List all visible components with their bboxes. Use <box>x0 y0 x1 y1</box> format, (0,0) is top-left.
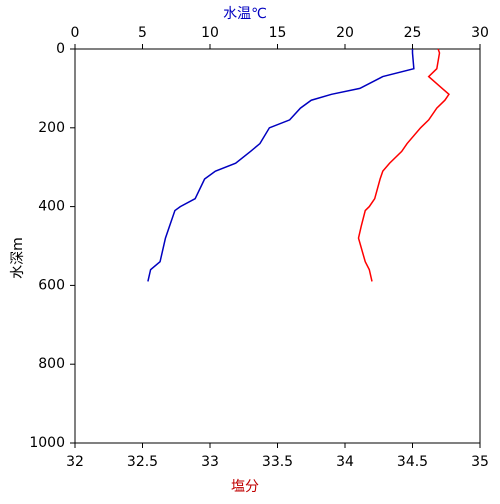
x-tick-label: 34.5 <box>397 454 428 470</box>
x-tick-label: 33 <box>201 454 219 470</box>
y-tick-label: 600 <box>38 277 65 293</box>
plot-frame <box>74 48 481 444</box>
y-tick-label: 400 <box>38 199 65 215</box>
top-axis-title: 水温℃ <box>223 6 267 22</box>
y-tick-label: 1000 <box>29 435 65 451</box>
y-tick-label: 0 <box>56 41 65 57</box>
y-axis-title: 水深m <box>10 237 26 279</box>
x2-tick-label: 25 <box>404 25 422 41</box>
x2-tick-label: 5 <box>138 25 147 41</box>
x2-tick-label: 0 <box>71 25 80 41</box>
x-tick-label: 34 <box>336 454 354 470</box>
bottom-axis-title: 塩分 <box>231 479 259 495</box>
x2-tick-label: 10 <box>201 25 219 41</box>
x2-tick-label: 15 <box>269 25 287 41</box>
profile-line <box>147 49 415 282</box>
x-tick-label: 32 <box>66 454 84 470</box>
x2-tick-label: 30 <box>471 25 489 41</box>
x-tick-label: 35 <box>471 454 489 470</box>
y-tick-label: 800 <box>38 356 65 372</box>
profile-line <box>357 48 450 282</box>
y-tick-label: 200 <box>38 120 65 136</box>
x-tick-label: 32.5 <box>127 454 158 470</box>
x-tick-label: 33.5 <box>262 454 293 470</box>
x2-tick-label: 20 <box>336 25 354 41</box>
